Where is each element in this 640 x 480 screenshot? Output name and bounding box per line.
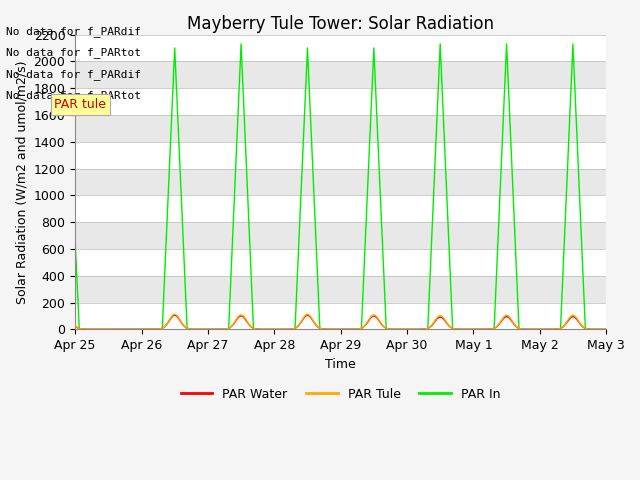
PAR Tule	[602, 326, 610, 332]
Legend: PAR Water, PAR Tule, PAR In: PAR Water, PAR Tule, PAR In	[176, 383, 505, 406]
Line: PAR Tule: PAR Tule	[75, 314, 606, 329]
Text: PAR tule: PAR tule	[54, 98, 106, 111]
PAR In	[602, 326, 610, 332]
Bar	[75, 61, 606, 88]
PAR In	[76, 326, 83, 332]
PAR Tule	[165, 317, 173, 323]
Bar	[75, 195, 606, 222]
PAR In	[455, 326, 463, 332]
PAR Tule	[449, 325, 457, 331]
PAR Water	[424, 325, 432, 331]
PAR Water	[602, 326, 610, 332]
PAR Water	[77, 326, 85, 332]
Bar	[75, 115, 606, 142]
PAR Tule	[117, 326, 125, 332]
Bar	[75, 142, 606, 168]
PAR Tule	[71, 323, 79, 328]
Line: PAR In: PAR In	[75, 44, 606, 329]
PAR Tule	[171, 312, 179, 317]
Bar	[75, 88, 606, 115]
PAR Water	[335, 326, 342, 332]
PAR Water	[117, 326, 125, 332]
PAR Water	[449, 326, 457, 332]
PAR In	[165, 170, 173, 176]
PAR In	[335, 326, 342, 332]
PAR In	[237, 41, 245, 47]
PAR In	[449, 326, 457, 332]
Text: No data for f_PARtot: No data for f_PARtot	[6, 90, 141, 101]
Bar	[75, 35, 606, 61]
PAR In	[424, 314, 432, 320]
Y-axis label: Solar Radiation (W/m2 and umol/m2/s): Solar Radiation (W/m2 and umol/m2/s)	[15, 60, 28, 304]
PAR Tule	[77, 326, 85, 332]
Title: Mayberry Tule Tower: Solar Radiation: Mayberry Tule Tower: Solar Radiation	[187, 15, 494, 33]
Text: No data for f_PARdif: No data for f_PARdif	[6, 25, 141, 36]
Bar	[75, 276, 606, 302]
Text: No data for f_PARdif: No data for f_PARdif	[6, 69, 141, 80]
Bar	[75, 302, 606, 329]
PAR Tule	[455, 326, 463, 332]
PAR In	[77, 326, 85, 332]
PAR Tule	[424, 325, 432, 331]
PAR In	[71, 238, 79, 244]
Text: No data for f_PARtot: No data for f_PARtot	[6, 47, 141, 58]
PAR Water	[171, 312, 179, 318]
Bar	[75, 168, 606, 195]
PAR Water	[71, 323, 79, 329]
X-axis label: Time: Time	[325, 358, 356, 371]
PAR Water	[455, 326, 463, 332]
Bar	[75, 249, 606, 276]
PAR Tule	[335, 326, 342, 332]
Bar	[75, 222, 606, 249]
PAR Water	[165, 318, 173, 324]
Line: PAR Water: PAR Water	[75, 315, 606, 329]
